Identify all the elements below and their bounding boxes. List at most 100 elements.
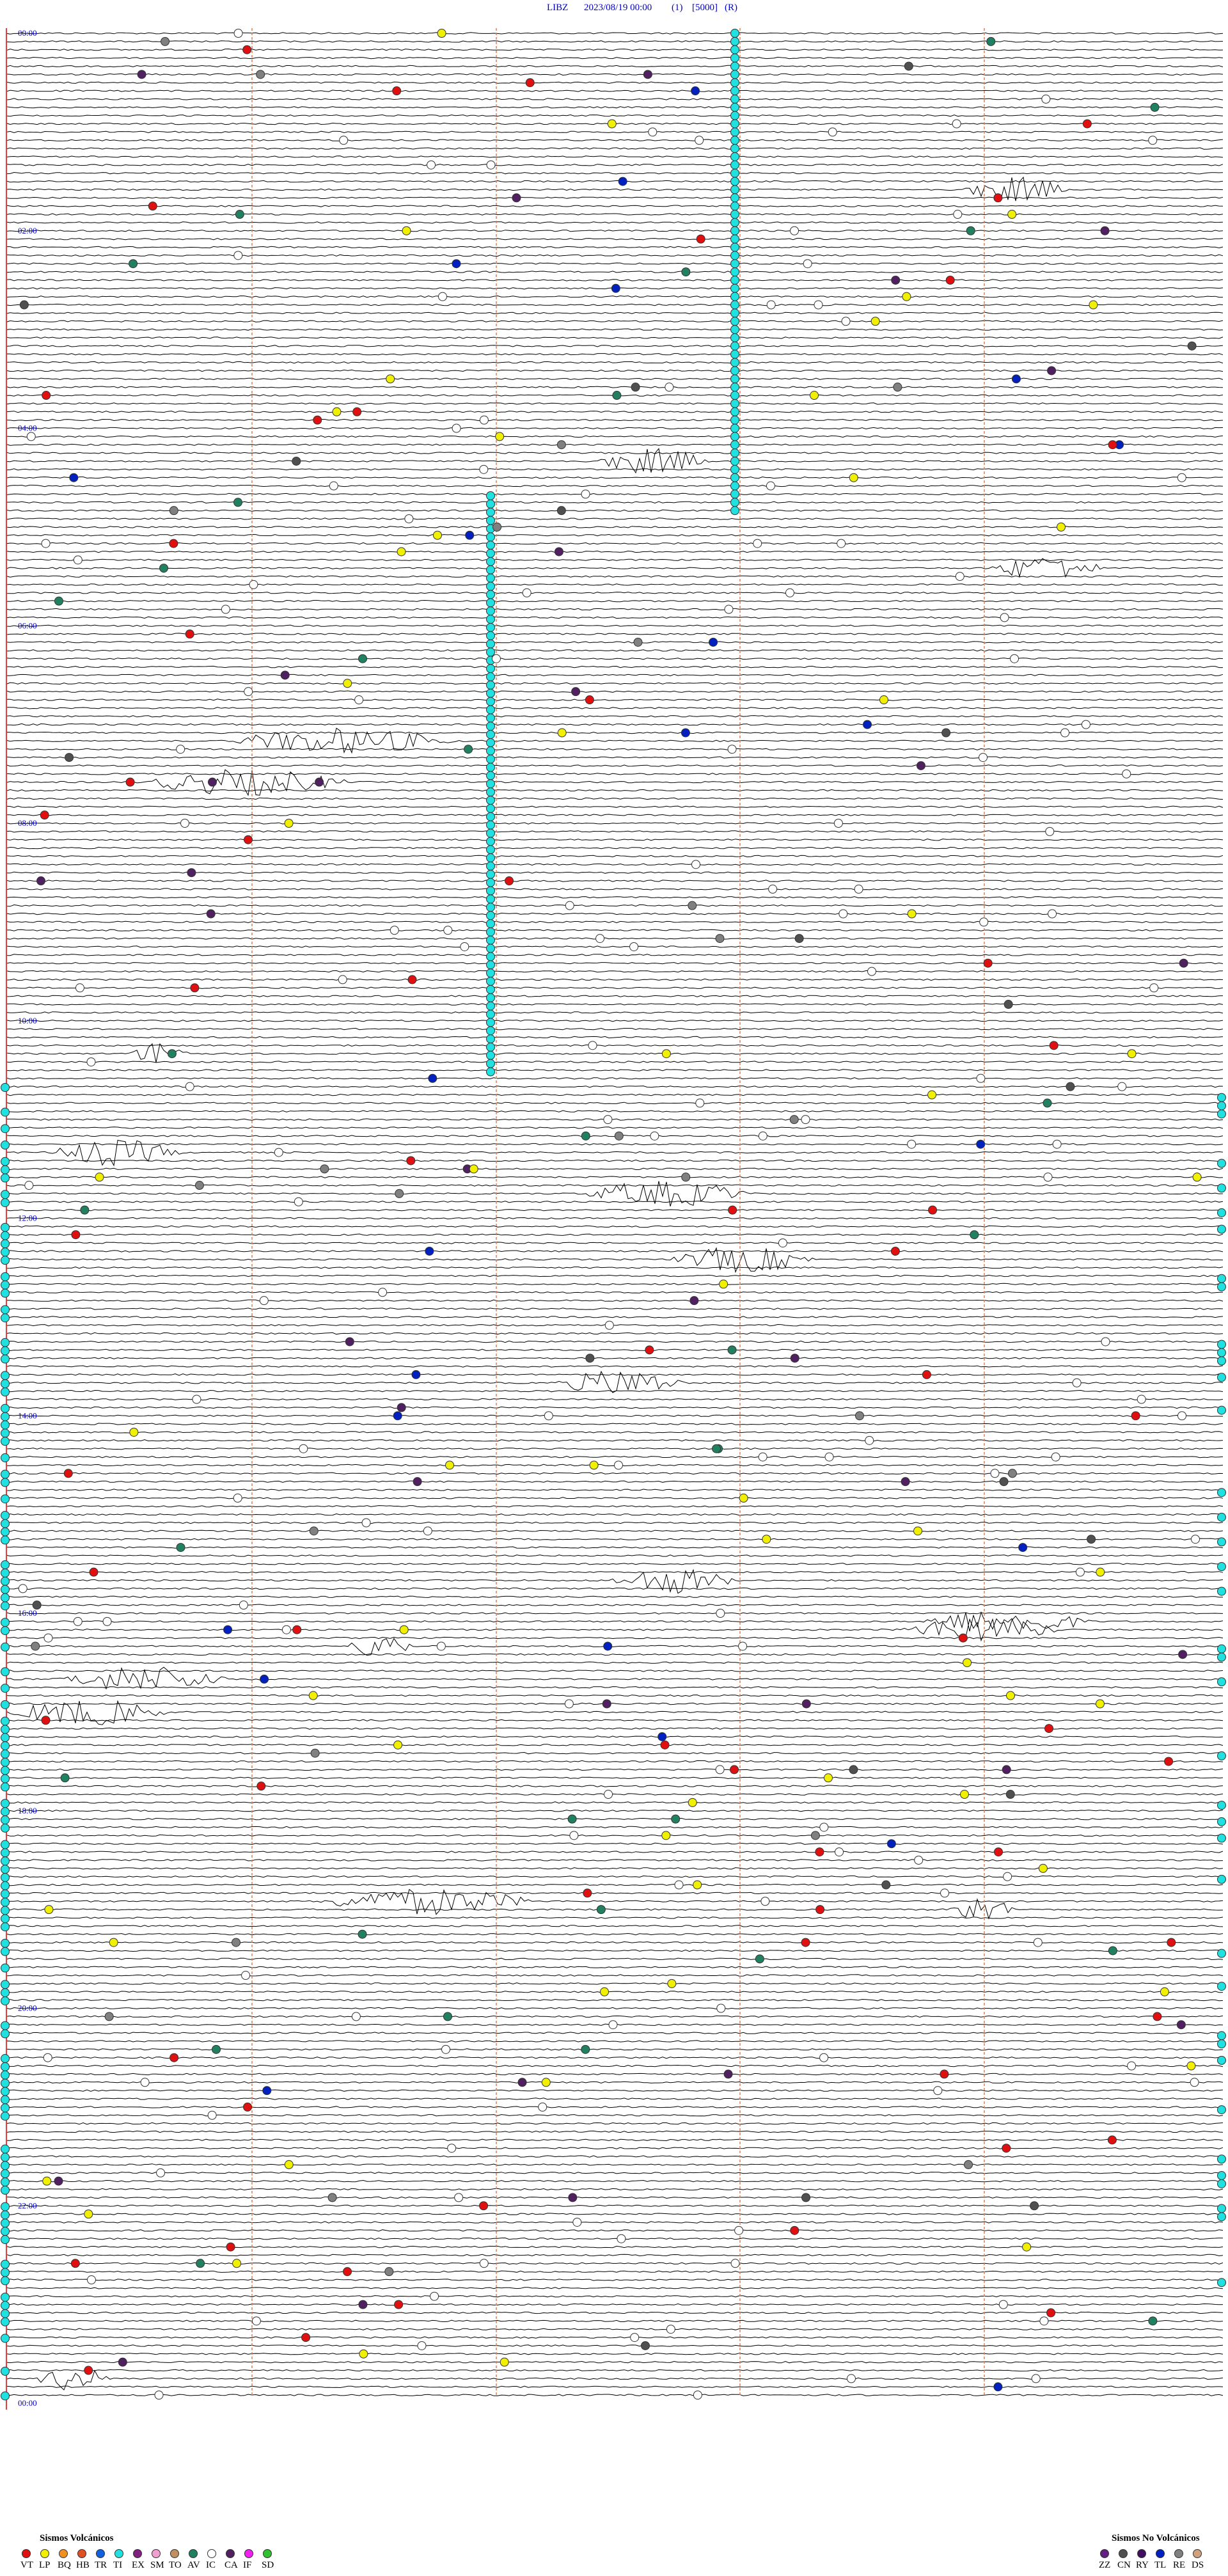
event	[486, 903, 495, 912]
event	[571, 687, 581, 697]
event	[1, 2218, 10, 2228]
event	[1, 2227, 10, 2236]
event	[1191, 1535, 1200, 1544]
trace	[6, 2089, 1224, 2092]
event	[244, 687, 253, 697]
event	[384, 2267, 394, 2277]
event	[907, 909, 917, 919]
event	[207, 2110, 217, 2120]
trace	[6, 1521, 1224, 1524]
legend-label: IC	[206, 2560, 216, 2570]
event	[129, 1427, 139, 1437]
event	[1101, 1337, 1110, 1347]
event	[1047, 366, 1057, 375]
event	[863, 720, 872, 729]
trace	[6, 682, 1224, 685]
event	[689, 1296, 699, 1306]
trace	[6, 1700, 1224, 1725]
event	[1217, 2204, 1226, 2213]
event	[1089, 300, 1098, 310]
event	[833, 819, 843, 828]
event	[629, 942, 639, 951]
trace	[6, 863, 1224, 866]
trace	[6, 789, 1224, 792]
trace	[6, 1497, 1224, 1499]
trace	[6, 336, 1224, 339]
event	[933, 2086, 943, 2096]
event	[486, 491, 495, 500]
event	[1, 1922, 10, 1932]
event	[695, 136, 704, 145]
event	[1217, 1874, 1226, 1884]
event	[232, 2259, 242, 2268]
legend: Sismos Volcánicos VT LP BQ HB TR TI EX SM TO AV IC C…	[20, 2533, 1204, 2570]
event	[838, 909, 848, 919]
trace	[6, 1398, 1224, 1401]
hour-label: 16:00	[18, 1608, 37, 1618]
event	[1217, 1677, 1226, 1687]
trace	[6, 1250, 1224, 1252]
legend-label: EX	[132, 2560, 145, 2570]
trace	[6, 468, 1224, 471]
trace	[6, 2270, 1224, 2273]
event	[1, 2153, 10, 2162]
event	[354, 695, 364, 705]
event	[657, 1732, 667, 1741]
trace	[6, 1751, 1224, 1755]
trace	[6, 1529, 1224, 1533]
trace	[6, 715, 1224, 718]
event	[1217, 2179, 1226, 2188]
event	[1, 1107, 10, 1117]
event	[196, 2259, 205, 2268]
event	[84, 2366, 93, 2375]
event	[1011, 374, 1021, 384]
event	[320, 1164, 329, 1174]
event	[1, 2334, 10, 2343]
event	[36, 876, 46, 886]
event	[343, 679, 352, 688]
event	[60, 1773, 70, 1783]
event	[1010, 654, 1019, 663]
event	[696, 234, 705, 244]
trace	[6, 690, 1224, 693]
event	[715, 934, 725, 944]
trace	[6, 896, 1224, 899]
event	[1217, 1586, 1226, 1596]
event	[1, 1494, 10, 1504]
event	[1, 1906, 10, 1915]
trace	[6, 2015, 1224, 2018]
event	[810, 391, 819, 400]
trace	[6, 1135, 1224, 1137]
event	[730, 193, 739, 203]
event	[1217, 1339, 1226, 1349]
trace	[6, 533, 1224, 537]
event	[730, 283, 739, 293]
trace	[6, 443, 1224, 446]
event	[581, 1131, 590, 1141]
event	[338, 975, 347, 984]
event	[1217, 2278, 1226, 2288]
event	[1038, 1863, 1048, 1873]
event	[479, 415, 489, 425]
trace	[6, 2106, 1224, 2108]
event	[522, 588, 531, 597]
event	[262, 2086, 272, 2096]
hour-label: 00:00	[18, 2398, 37, 2408]
event	[443, 2012, 452, 2021]
trace	[6, 855, 1224, 858]
trace	[6, 707, 1224, 709]
event	[309, 1526, 319, 1536]
event	[469, 1164, 478, 1174]
trace	[6, 1184, 1224, 1187]
event	[650, 1131, 659, 1141]
event	[486, 705, 495, 715]
event	[567, 1814, 577, 1824]
trace	[6, 1898, 1224, 1920]
event	[1, 1173, 10, 1183]
event	[486, 639, 495, 649]
event	[730, 251, 739, 260]
legend-swatch	[1156, 2549, 1165, 2558]
trace	[6, 904, 1224, 907]
trace	[6, 139, 1224, 141]
event	[486, 746, 495, 755]
